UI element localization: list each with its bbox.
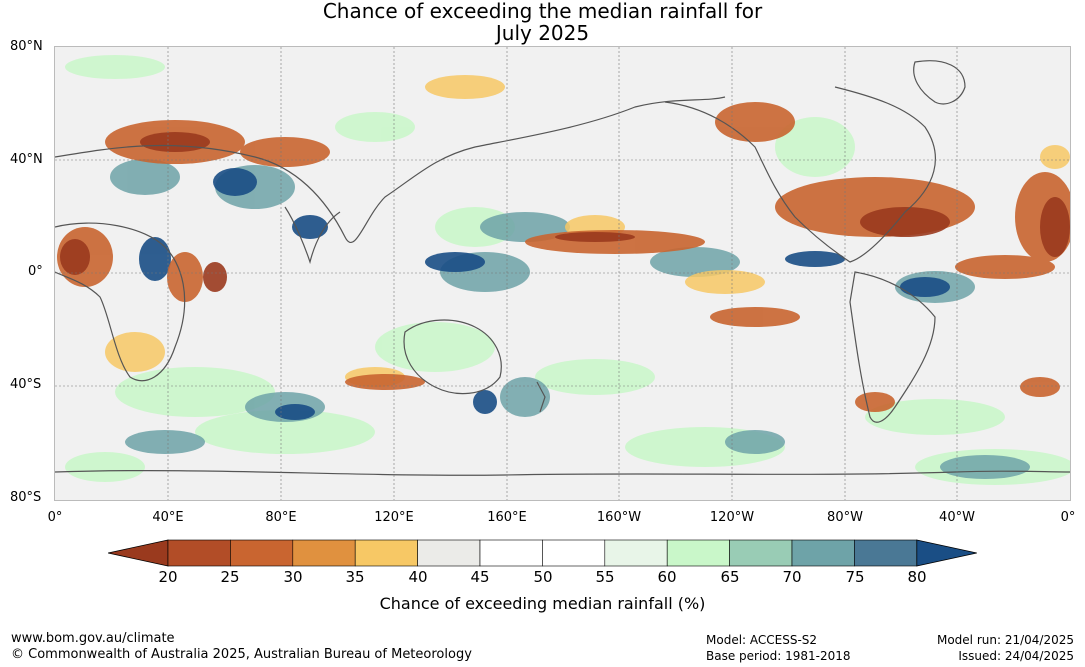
colorbar-tick-45: 45 [470,568,490,586]
lat-label-40n: 40°N [10,152,43,167]
colorbar-segment-1 [167,539,231,567]
lon-label-40w: 40°W [939,510,975,525]
lon-label-80e: 80°E [265,510,297,525]
map-canvas [55,47,1070,500]
graticule [55,47,1070,500]
colorbar-segment-5 [417,539,481,567]
colorbar-tick-70: 70 [782,568,802,586]
colorbar-segment-12 [854,539,918,567]
lon-label-80w: 80°W [827,510,863,525]
colorbar-tick-40: 40 [408,568,428,586]
footer-model: Model: ACCESS-S2 [706,633,818,647]
colorbar-extend-low [108,539,169,567]
colorbar-tick-35: 35 [345,568,365,586]
colorbar-tick-30: 30 [283,568,303,586]
map-title-line2: July 2025 [495,21,590,45]
lat-label-equator: 0° [28,264,43,279]
colorbar [108,539,977,567]
rainfall-probability-map [54,46,1071,501]
colorbar-tick-50: 50 [533,568,553,586]
map-title-line1: Chance of exceeding the median rainfall … [322,0,763,23]
colorbar-tick-20: 20 [158,568,178,586]
colorbar-tick-65: 65 [720,568,740,586]
colorbar-extend-high [916,539,977,567]
lon-label-120w: 120°W [709,510,755,525]
lat-label-80s: 80°S [10,490,42,505]
lat-label-40s: 40°S [10,377,42,392]
footer-url: www.bom.gov.au/climate [11,631,175,646]
colorbar-tick-60: 60 [657,568,677,586]
colorbar-segment-11 [791,539,855,567]
above-median-strong-areas [139,168,950,420]
colorbar-tick-55: 55 [595,568,615,586]
lon-label-0-left: 0° [47,510,63,525]
colorbar-segment-9 [666,539,730,567]
colorbar-segment-8 [604,539,668,567]
lon-label-120e: 120°E [374,510,414,525]
colorbar-segment-2 [230,539,294,567]
colorbar-segment-6 [479,539,543,567]
below-median-strong-areas [60,132,1070,292]
colorbar-segment-3 [292,539,356,567]
colorbar-title: Chance of exceeding median rainfall (%) [379,594,706,613]
footer-copyright: © Commonwealth of Australia 2025, Austra… [11,647,472,662]
colorbar-segment-4 [354,539,418,567]
colorbar-tick-75: 75 [845,568,865,586]
colorbar-tick-25: 25 [220,568,240,586]
footer-issued: Issued: 24/04/2025 [958,649,1074,663]
colorbar-tick-80: 80 [907,568,927,586]
lat-label-80n: 80°N [10,39,43,54]
footer-base-period: Base period: 1981-2018 [706,649,851,663]
lon-label-40e: 40°E [152,510,184,525]
colorbar-segment-7 [542,539,606,567]
map-title: Chance of exceeding the median rainfall … [0,0,1085,44]
lon-label-160w: 160°W [596,510,642,525]
lon-label-0-right: 0° [1060,510,1076,525]
footer-model-run: Model run: 21/04/2025 [936,633,1074,647]
coastlines [55,60,1070,476]
colorbar-segment-10 [729,539,793,567]
lon-label-160e: 160°E [487,510,527,525]
